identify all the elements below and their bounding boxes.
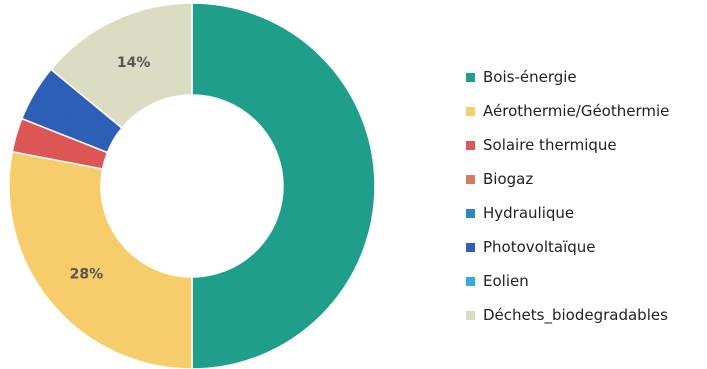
data-label: 28% [70,266,104,282]
legend-swatch [466,310,475,320]
legend-item: Biogaz [466,162,669,196]
chart-legend: Bois-énergie Aérothermie/Géothermie Solair… [466,60,669,332]
legend-swatch [466,140,475,150]
legend-swatch [466,276,475,286]
legend-item: Hydraulique [466,196,669,230]
legend-label: Eolien [483,272,529,290]
legend-swatch [466,208,475,218]
legend-item: Bois-énergie [466,60,669,94]
donut-slice [8,150,193,369]
legend-label: Photovoltaïque [483,238,596,256]
donut-slice [191,2,376,369]
legend-label: Hydraulique [483,204,575,222]
data-label: 5% [62,109,86,125]
legend-item: Déchets_biodegradables [466,298,669,332]
donut-slice [49,2,193,130]
legend-item: Solaire thermique [466,128,669,162]
legend-label: Aérothermie/Géothermie [483,102,670,120]
legend-swatch [466,174,475,184]
legend-swatch [466,242,475,252]
legend-swatch [466,106,475,116]
data-label: 3% [49,141,73,157]
data-label: 14% [117,55,151,71]
legend-item: Aérothermie/Géothermie [466,94,669,128]
legend-label: Biogaz [483,170,534,188]
legend-swatch [466,72,475,82]
legend-label: Déchets_biodegradables [483,306,668,324]
legend-item: Eolien [466,264,669,298]
legend-label: Bois-énergie [483,68,577,86]
data-label: 50% [312,179,346,195]
legend-item: Photovoltaïque [466,230,669,264]
legend-label: Solaire thermique [483,136,617,154]
